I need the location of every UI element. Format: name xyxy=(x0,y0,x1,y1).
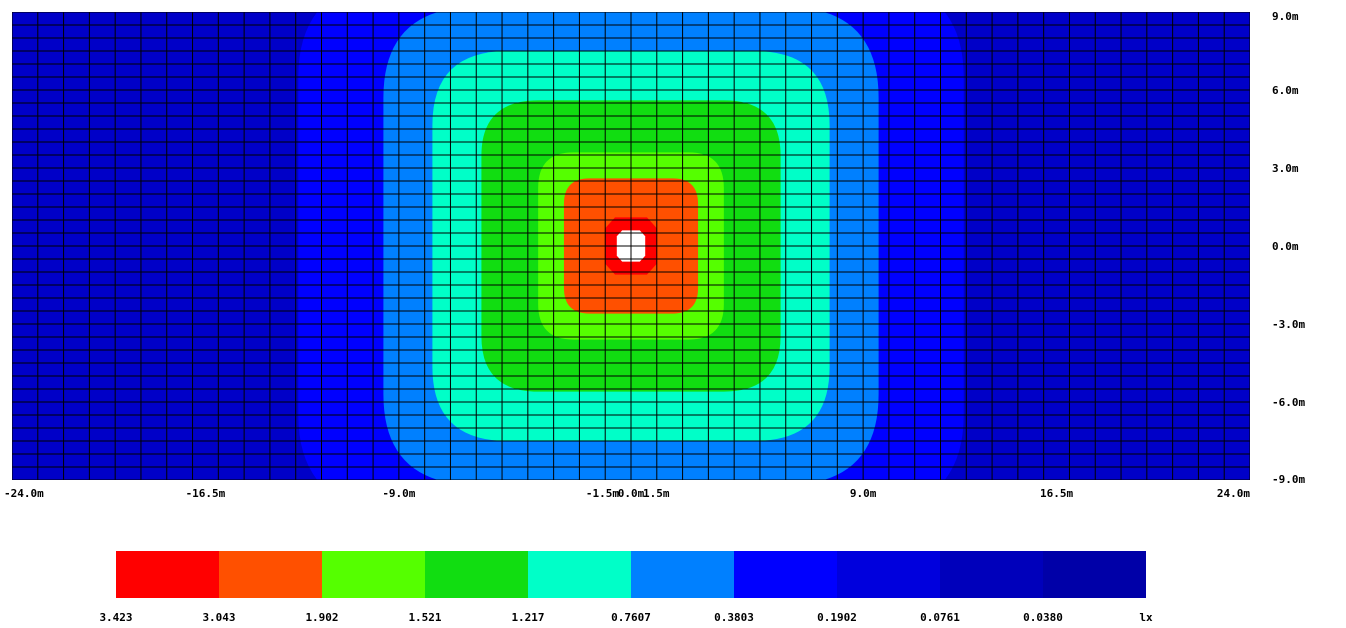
legend-label: 0.7607 xyxy=(611,611,651,624)
y-tick-label: 3.0m xyxy=(1272,162,1299,175)
legend-label: 0.1902 xyxy=(817,611,857,624)
legend-swatch xyxy=(219,551,322,598)
legend-swatch xyxy=(528,551,631,598)
color-legend: 3.423 3.043 1.902 1.521 1.217 0.7607 0.3803 0.1… xyxy=(99,551,1153,624)
legend-swatch xyxy=(425,551,528,598)
legend-unit-label: lx xyxy=(1139,611,1153,624)
y-tick-label: 0.0m xyxy=(1272,240,1299,253)
x-tick-label: -16.5m xyxy=(186,487,226,500)
legend-swatch xyxy=(116,551,219,598)
legend-swatch xyxy=(322,551,425,598)
y-tick-label: 6.0m xyxy=(1272,84,1299,97)
x-tick-label: 0.0m xyxy=(618,487,645,500)
legend-swatch xyxy=(734,551,837,598)
x-tick-label: 9.0m xyxy=(850,487,877,500)
y-tick-label: -9.0m xyxy=(1272,473,1305,486)
x-tick-label: 24.0m xyxy=(1217,487,1250,500)
legend-swatch xyxy=(837,551,940,598)
x-tick-label: -9.0m xyxy=(382,487,415,500)
y-tick-label: -6.0m xyxy=(1272,396,1305,409)
legend-label: 0.3803 xyxy=(714,611,754,624)
x-tick-label: 16.5m xyxy=(1040,487,1073,500)
legend-label: 0.0761 xyxy=(920,611,960,624)
legend-swatch xyxy=(1043,551,1146,598)
y-axis-tick-labels: 9.0m 6.0m 3.0m 0.0m -3.0m -6.0m -9.0m xyxy=(1272,10,1305,486)
legend-swatch xyxy=(940,551,1043,598)
legend-label: 1.902 xyxy=(305,611,338,624)
legend-label: 3.423 xyxy=(99,611,132,624)
legend-label: 0.0380 xyxy=(1023,611,1063,624)
legend-label: 1.217 xyxy=(511,611,544,624)
grid-lines xyxy=(12,12,1250,480)
x-tick-label: -24.0m xyxy=(4,487,44,500)
x-axis-tick-labels: -24.0m -16.5m -9.0m -1.5m0.0m1.5m 9.0m 16.5m 2… xyxy=(4,487,1250,500)
legend-label: 1.521 xyxy=(408,611,441,624)
x-tick-label: -1.5m xyxy=(586,487,619,500)
legend-swatch xyxy=(631,551,734,598)
legend-label: 3.043 xyxy=(202,611,235,624)
y-tick-label: -3.0m xyxy=(1272,318,1305,331)
y-tick-label: 9.0m xyxy=(1272,10,1299,23)
x-tick-label: 1.5m xyxy=(643,487,670,500)
